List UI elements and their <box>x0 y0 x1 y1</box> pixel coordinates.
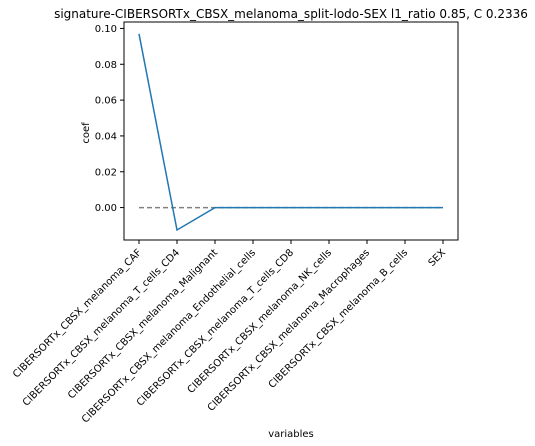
x-tick-label: SEX <box>427 247 449 269</box>
y-tick-label: 0.00 <box>95 203 117 214</box>
plot-marks <box>139 34 443 230</box>
x-tick-label: CIBERSORTx_CBSX_melanoma_CAF <box>11 247 144 380</box>
axis-ticks: 0.10 0.08 0.06 0.04 0.02 0.00 CIBERSORTx_CBSX_… <box>11 24 448 426</box>
y-axis-label: coef <box>81 122 92 144</box>
series-line <box>139 34 443 230</box>
x-tick-label: CIBERSORTx_CBSX_melanoma_Endothelial_cel… <box>80 247 258 425</box>
y-tick-label: 0.04 <box>95 131 117 142</box>
y-tick-label: 0.02 <box>95 167 117 178</box>
y-tick-label: 0.06 <box>95 96 117 107</box>
y-tick-label: 0.10 <box>95 24 117 35</box>
y-tick-label: 0.08 <box>95 60 117 71</box>
chart-title: signature-CIBERSORTx_CBSX_melanoma_split… <box>54 7 528 21</box>
x-tick-label: CIBERSORTx_CBSX_melanoma_NK_cells <box>186 247 334 395</box>
x-axis-label: variables <box>268 429 314 440</box>
x-tick-label: CIBERSORTx_CBSX_melanoma_B_cells <box>267 247 410 390</box>
